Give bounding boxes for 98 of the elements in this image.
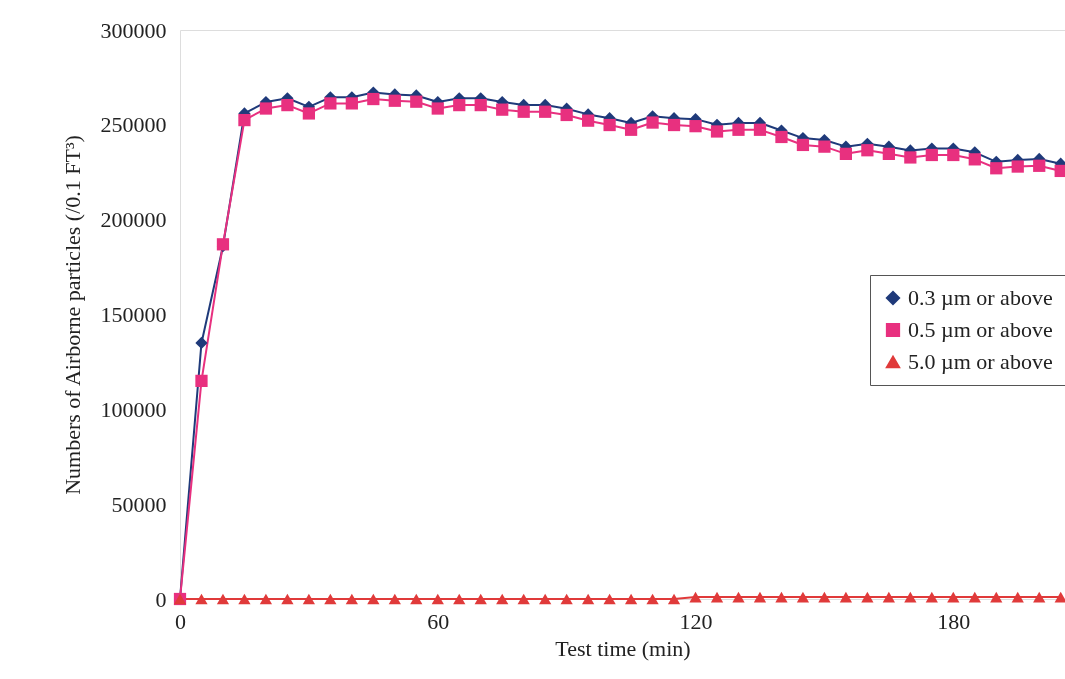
x-tick-label: 60 (427, 608, 450, 634)
y-tick-label: 250000 (100, 112, 167, 138)
point (539, 105, 552, 118)
point (839, 591, 853, 603)
point (947, 591, 960, 603)
point (710, 591, 724, 603)
point (603, 118, 616, 132)
point (324, 97, 337, 110)
point (1011, 591, 1024, 603)
legend-label: 0.3 µm or above (908, 285, 1053, 310)
point (517, 105, 530, 118)
point (925, 591, 938, 603)
point (968, 591, 981, 603)
point (345, 593, 358, 605)
legend-label: 5.0 µm or above (908, 349, 1053, 374)
point (947, 148, 960, 162)
point (496, 593, 509, 605)
point (345, 97, 358, 110)
point (410, 95, 423, 108)
point (388, 94, 401, 107)
point (1033, 159, 1046, 172)
point (689, 120, 702, 133)
y-tick-label: 300000 (100, 17, 167, 43)
point (453, 593, 466, 605)
point (431, 102, 444, 115)
point (281, 593, 294, 605)
point (796, 138, 810, 152)
point (796, 591, 810, 603)
point (216, 593, 230, 605)
point (582, 114, 595, 127)
point (839, 147, 853, 160)
point (474, 98, 487, 112)
point (882, 591, 895, 603)
point (775, 591, 788, 603)
point (195, 593, 208, 605)
point (818, 140, 831, 153)
x-tick-label: 180 (937, 608, 971, 634)
y-tick-label: 200000 (100, 207, 167, 233)
point (753, 123, 767, 136)
point (990, 162, 1003, 175)
y-tick-label: 150000 (100, 302, 167, 327)
point (689, 591, 702, 603)
y-tick-label: 100000 (100, 396, 167, 422)
point (1011, 160, 1024, 173)
point (367, 92, 380, 106)
point (324, 593, 337, 605)
x-axis-title: Test time (min) (555, 635, 691, 661)
y-tick-label: 0 (155, 586, 167, 612)
point (1054, 164, 1065, 178)
point (646, 593, 659, 605)
point (195, 336, 208, 350)
point (925, 148, 938, 162)
point (818, 591, 831, 603)
point (624, 123, 638, 136)
point (388, 593, 401, 605)
point (882, 147, 895, 160)
point (968, 153, 981, 166)
point (667, 118, 681, 132)
point (195, 374, 208, 388)
point (861, 144, 874, 157)
x-tick-label: 0 (175, 608, 186, 634)
point (259, 102, 273, 115)
point (861, 591, 874, 603)
point (259, 593, 273, 605)
point (990, 591, 1003, 603)
point (453, 98, 466, 112)
point (474, 593, 487, 605)
point (431, 593, 444, 605)
point (560, 108, 573, 122)
point (582, 593, 595, 605)
point (1033, 591, 1046, 603)
point (517, 593, 530, 605)
point (624, 593, 638, 605)
point (560, 593, 573, 605)
point (753, 591, 767, 603)
point (732, 123, 745, 136)
point (775, 130, 788, 144)
point (367, 593, 380, 605)
point (281, 98, 294, 112)
point (667, 593, 681, 605)
point (732, 591, 745, 603)
point (710, 125, 724, 138)
x-tick-label: 120 (679, 608, 713, 634)
point (646, 116, 659, 129)
point (904, 591, 917, 603)
legend-label: 0.5 µm or above (908, 317, 1053, 342)
point (603, 593, 616, 605)
point (302, 593, 316, 605)
point (496, 103, 509, 116)
y-axis-title: Numbers of Airborne particles (/0.1 FT³) (59, 135, 85, 495)
point (904, 151, 917, 164)
point (539, 593, 552, 605)
point (1054, 591, 1065, 603)
point (238, 113, 251, 127)
point (238, 593, 251, 605)
y-tick-label: 50000 (111, 491, 167, 517)
point (410, 593, 423, 605)
point (302, 107, 316, 120)
